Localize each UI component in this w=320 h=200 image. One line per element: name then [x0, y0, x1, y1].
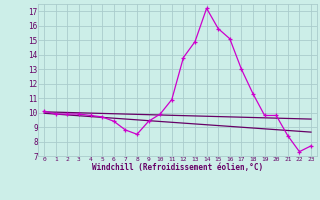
X-axis label: Windchill (Refroidissement éolien,°C): Windchill (Refroidissement éolien,°C): [92, 163, 263, 172]
